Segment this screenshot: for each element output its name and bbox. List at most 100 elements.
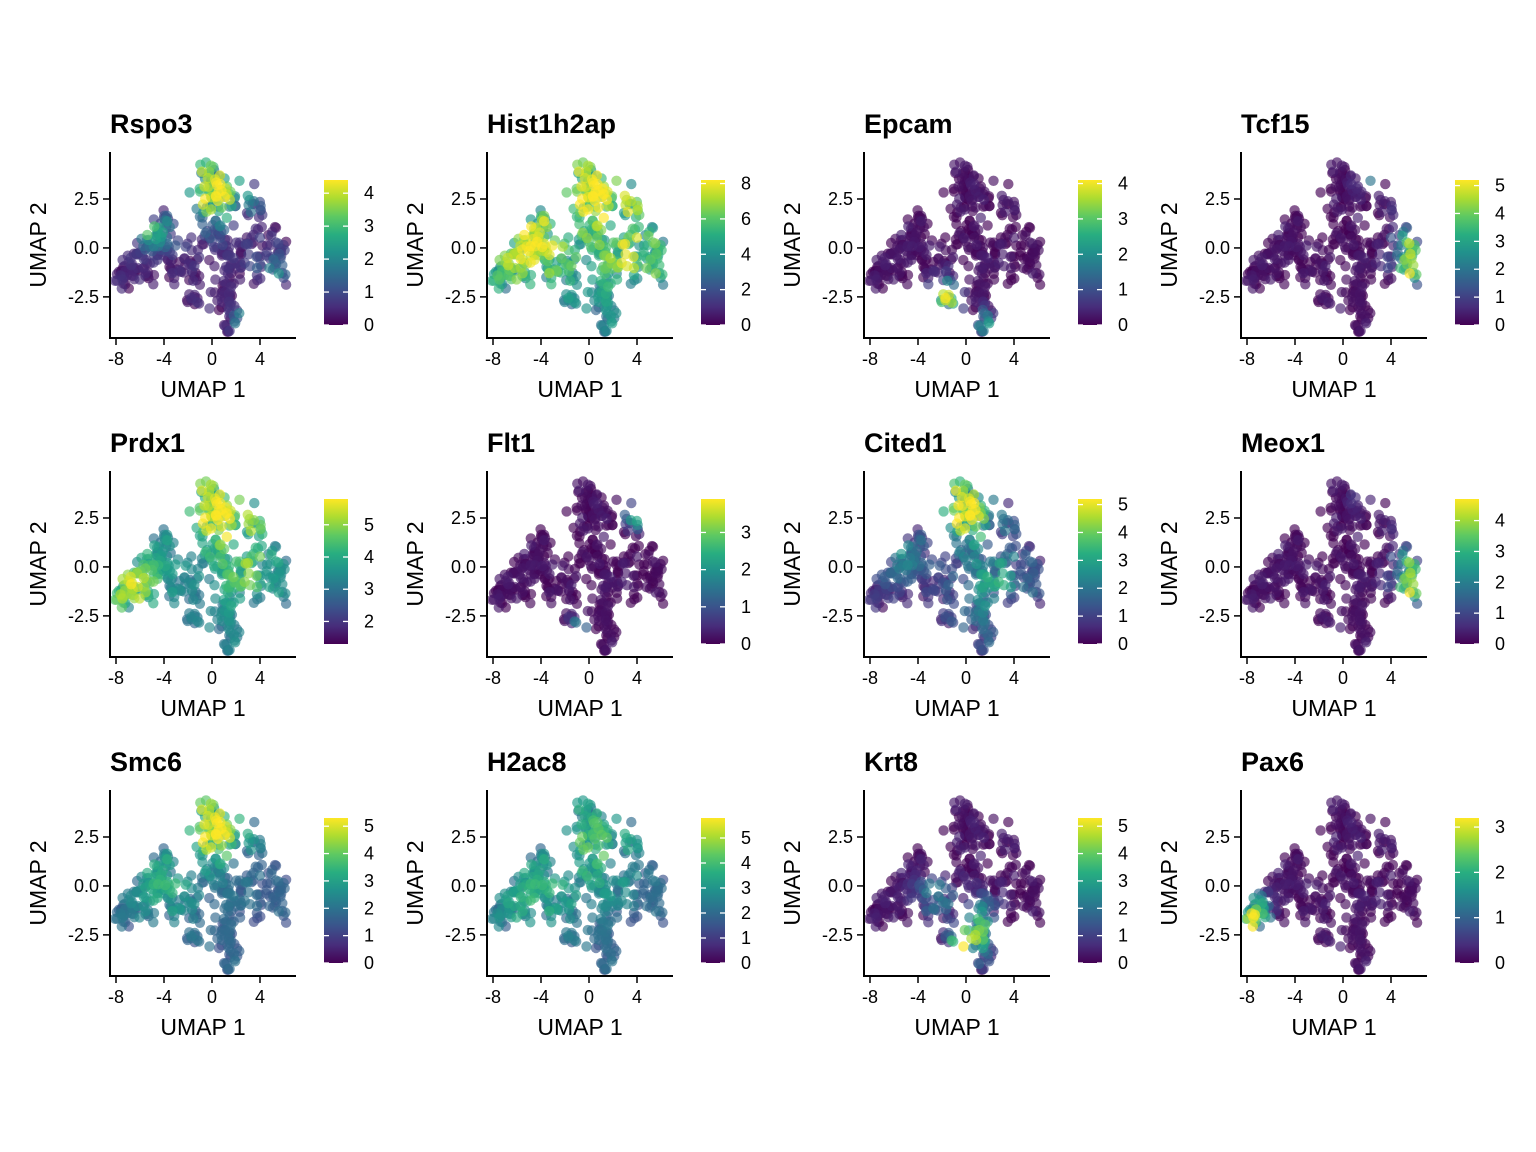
data-point — [243, 837, 254, 849]
data-point — [1248, 254, 1259, 266]
data-point — [205, 523, 217, 534]
data-point — [216, 185, 227, 196]
data-point — [150, 229, 162, 241]
data-point — [544, 268, 555, 279]
data-point — [988, 175, 999, 186]
data-point — [902, 559, 913, 571]
data-point — [598, 531, 609, 542]
points — [1240, 476, 1423, 656]
data-point — [565, 594, 576, 605]
data-point — [200, 865, 211, 876]
data-point — [1008, 232, 1020, 243]
data-point — [958, 551, 970, 563]
data-point — [1247, 283, 1259, 294]
x-tick-label: -4 — [156, 349, 172, 369]
data-point — [503, 589, 514, 600]
y-tick-label: 2.5 — [1205, 508, 1230, 528]
y-tick-label: 2.5 — [451, 189, 476, 209]
data-point — [199, 181, 210, 192]
colorbar — [701, 499, 725, 644]
data-point — [134, 593, 145, 604]
data-point — [254, 870, 266, 881]
data-point — [170, 240, 181, 251]
data-point — [1298, 249, 1309, 261]
data-point — [1336, 160, 1348, 171]
data-point — [192, 616, 203, 627]
data-point — [975, 531, 986, 542]
x-tick-label: 4 — [1386, 668, 1396, 688]
data-point — [576, 819, 587, 830]
data-point — [650, 906, 661, 917]
x-axis-label: UMAP 1 — [1291, 376, 1376, 402]
data-point — [565, 913, 576, 924]
panel-title: Smc6 — [110, 747, 182, 777]
data-point — [226, 281, 237, 292]
data-point — [519, 548, 530, 560]
data-point — [977, 263, 988, 274]
data-point — [1323, 297, 1334, 308]
data-point — [591, 859, 602, 870]
data-point — [1273, 548, 1284, 560]
data-point — [544, 568, 555, 580]
data-point — [242, 828, 253, 839]
colorbar-tick-label: 4 — [364, 547, 374, 567]
colorbar — [1078, 499, 1102, 644]
data-point — [1257, 270, 1268, 281]
data-point — [581, 551, 593, 563]
data-point — [116, 283, 128, 294]
panel-title: Hist1h2ap — [487, 109, 616, 139]
data-point — [1352, 531, 1364, 542]
data-point — [189, 260, 200, 272]
data-point — [1380, 497, 1391, 509]
points — [486, 157, 669, 337]
data-point — [193, 571, 205, 582]
data-point — [210, 274, 221, 285]
data-point — [221, 212, 232, 223]
data-point — [929, 266, 940, 277]
data-point — [519, 229, 530, 241]
colorbar-tick-label: 3 — [1118, 209, 1128, 229]
data-point — [587, 593, 598, 604]
data-point — [1280, 540, 1291, 551]
data-point — [1320, 260, 1331, 272]
data-point — [1248, 274, 1259, 285]
data-point — [525, 240, 536, 252]
data-point — [525, 576, 536, 587]
data-point — [934, 560, 945, 571]
x-axis-label: UMAP 1 — [537, 1014, 622, 1040]
data-point — [200, 831, 211, 842]
data-point — [934, 241, 945, 252]
data-point — [923, 598, 934, 609]
data-point — [255, 524, 266, 535]
data-point — [1345, 170, 1357, 181]
colorbar-tick-label: 6 — [741, 209, 751, 229]
data-point — [1298, 568, 1309, 580]
data-point — [223, 263, 234, 274]
x-tick-label: -4 — [1287, 668, 1303, 688]
colorbar-tick-label: 2 — [364, 611, 374, 631]
data-point — [557, 560, 568, 571]
data-point — [576, 500, 587, 511]
data-point — [205, 286, 216, 298]
data-point — [273, 268, 284, 279]
data-point — [1279, 257, 1290, 268]
x-tick-label: 4 — [1386, 349, 1396, 369]
y-tick-label: -2.5 — [68, 606, 99, 626]
data-point — [611, 175, 622, 186]
data-point — [547, 240, 558, 251]
data-point — [988, 494, 999, 505]
data-point — [209, 899, 220, 910]
data-point — [1354, 615, 1366, 626]
data-point — [959, 286, 970, 298]
data-point — [880, 260, 891, 271]
data-point — [916, 535, 927, 546]
data-point — [494, 573, 505, 585]
data-point — [235, 567, 247, 578]
data-point — [585, 241, 597, 253]
data-point — [1404, 268, 1415, 279]
data-point — [1298, 587, 1309, 598]
data-point — [1288, 546, 1299, 557]
data-point — [1027, 268, 1038, 279]
